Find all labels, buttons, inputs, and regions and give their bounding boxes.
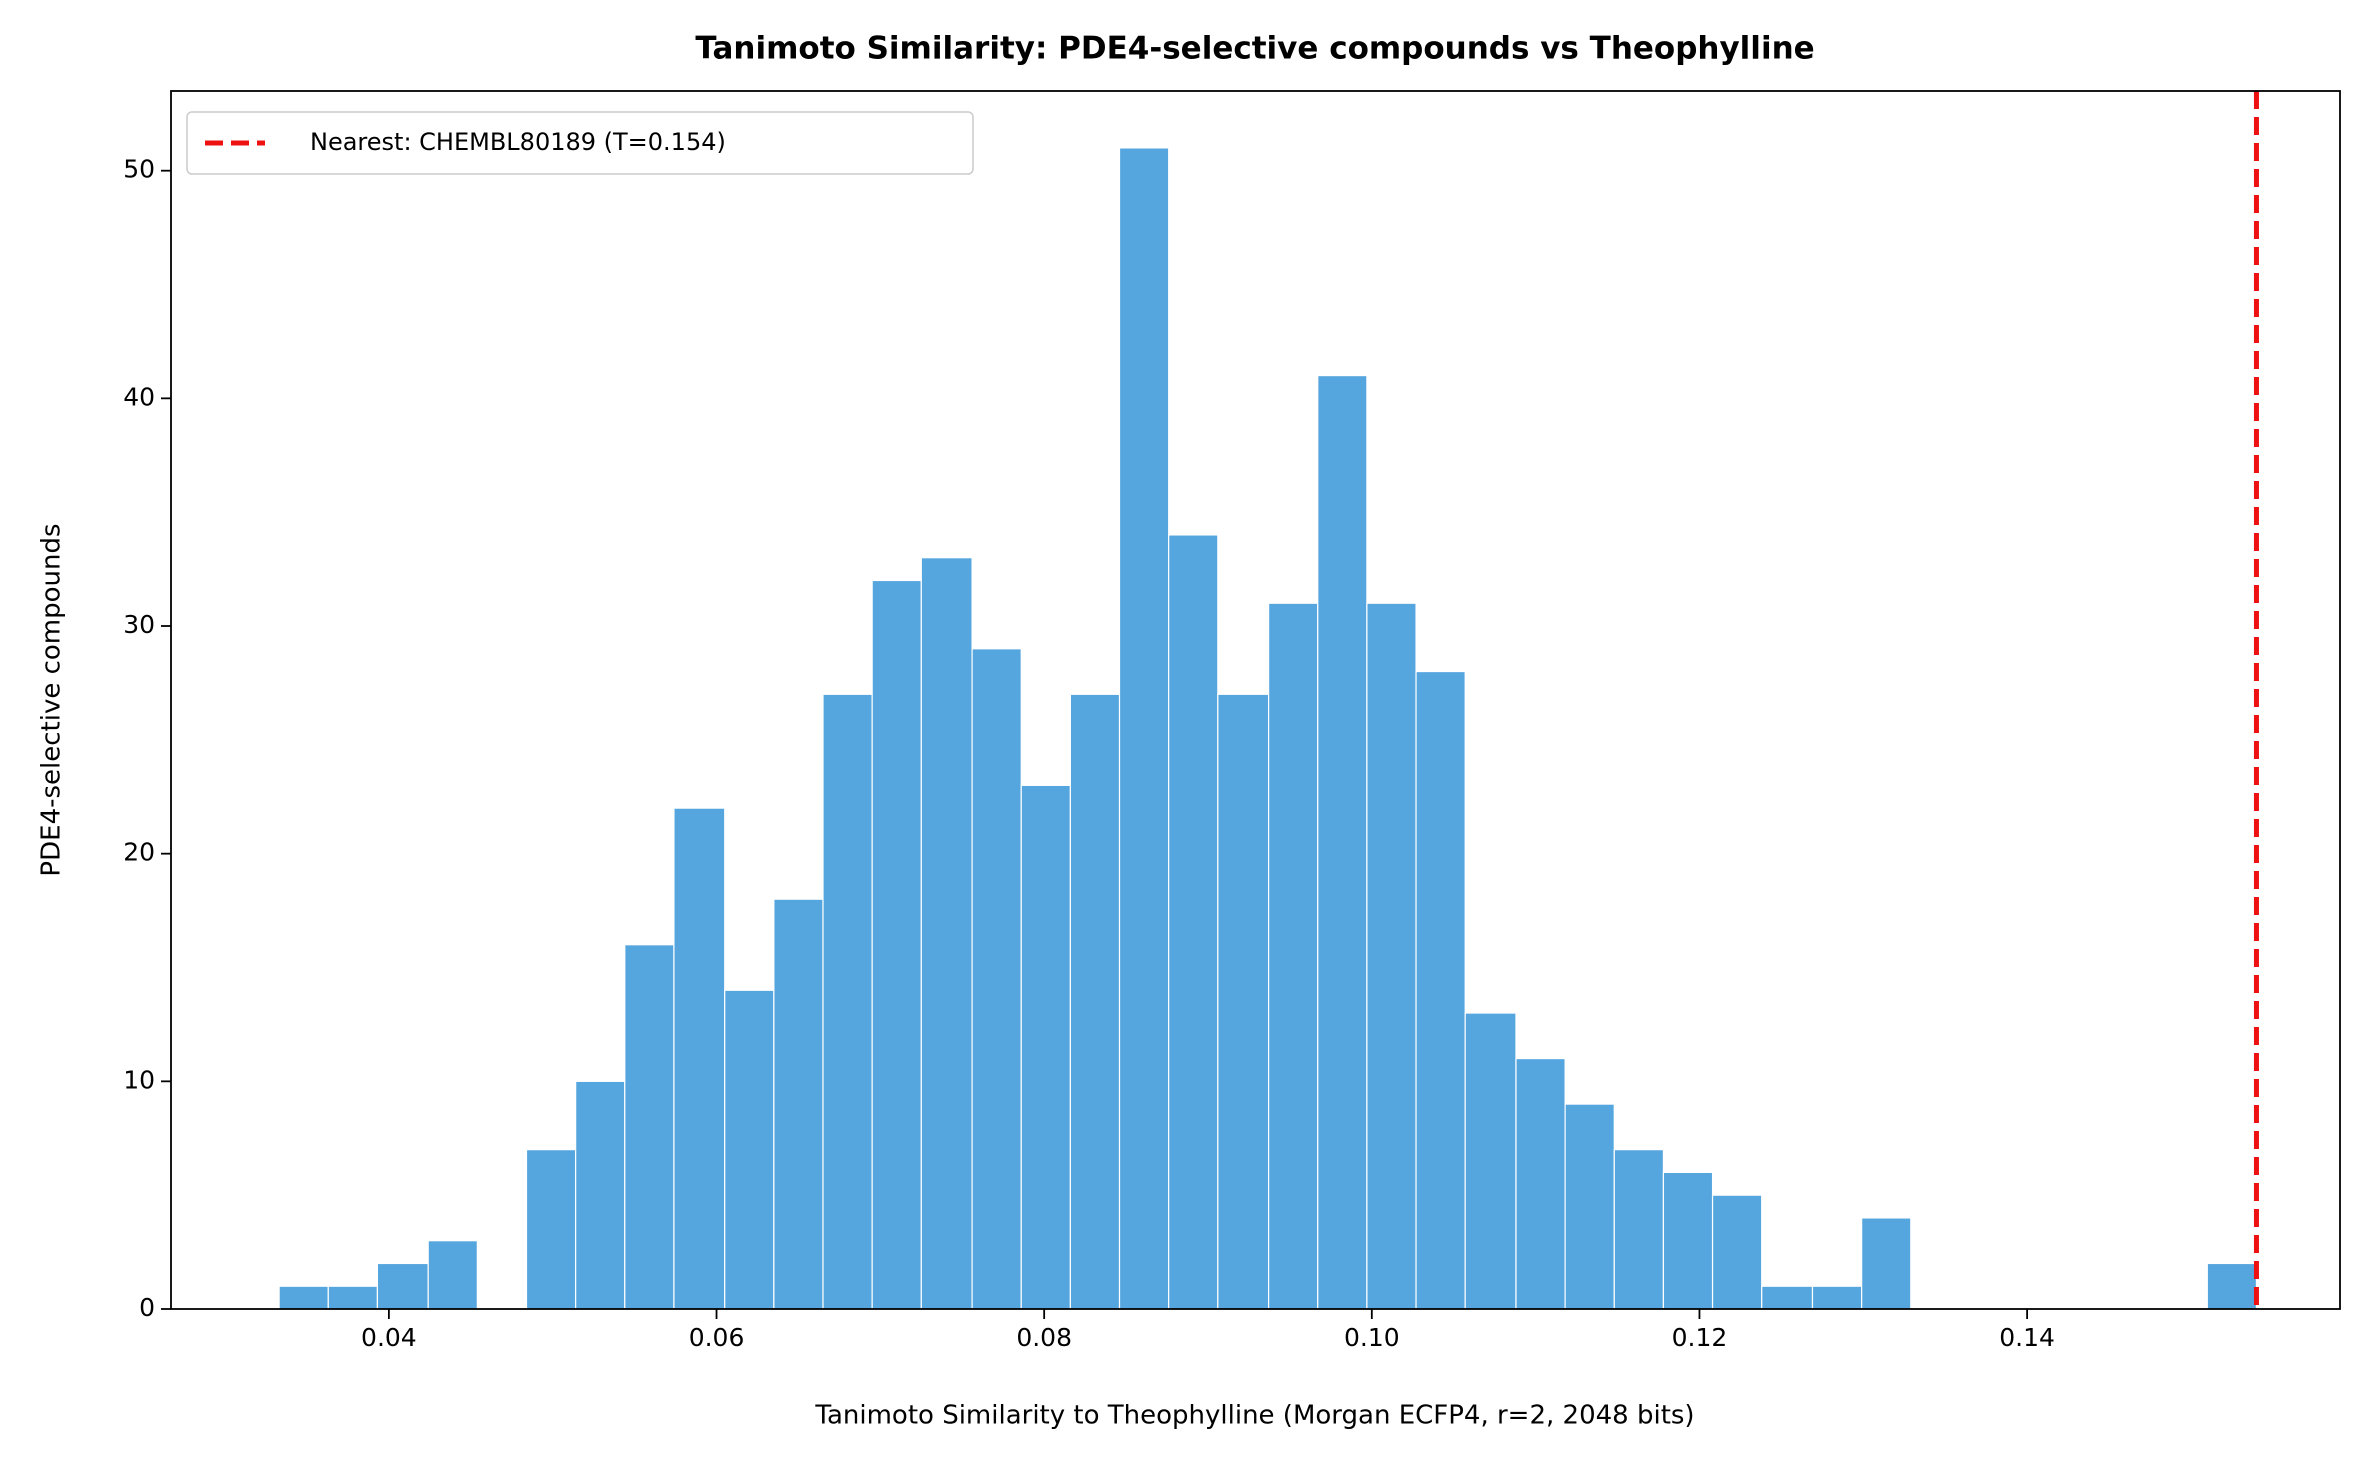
bar <box>1515 1057 1566 1310</box>
y-tick-label: 10 <box>123 1065 155 1094</box>
bar <box>871 579 922 1310</box>
bar <box>822 693 873 1310</box>
bar <box>724 989 775 1310</box>
bar <box>673 807 726 1310</box>
bar <box>1268 602 1319 1310</box>
y-tick-label: 50 <box>123 155 155 184</box>
bar <box>1168 534 1219 1310</box>
bar <box>1613 1149 1665 1310</box>
bar <box>1564 1103 1615 1310</box>
bar <box>1217 693 1270 1310</box>
plot-frame <box>170 90 2341 1310</box>
legend-box <box>186 111 974 175</box>
chart-title: Tanimoto Similarity: PDE4-selective comp… <box>695 31 1814 67</box>
x-tick-label: 0.12 <box>1672 1323 1728 1352</box>
y-tick-label: 30 <box>123 610 155 639</box>
y-axis-label: PDE4-selective compounds <box>37 523 67 876</box>
bar <box>327 1285 379 1310</box>
bar <box>278 1285 329 1310</box>
x-axis-label: Tanimoto Similarity to Theophylline (Mor… <box>814 1401 1694 1431</box>
x-tick-label: 0.08 <box>1016 1323 1072 1352</box>
bar <box>2206 1262 2258 1310</box>
y-tick-label: 20 <box>123 838 155 867</box>
bar <box>1861 1217 1912 1310</box>
bar <box>1118 147 1170 1310</box>
bar <box>1761 1285 1814 1310</box>
bar <box>920 557 973 1310</box>
y-tick-label: 40 <box>123 382 155 411</box>
legend-label: Nearest: CHEMBL80189 (T=0.154) <box>310 128 726 156</box>
bar <box>427 1240 478 1310</box>
bar <box>1020 784 1071 1310</box>
bar <box>1811 1285 1863 1310</box>
bar <box>525 1149 577 1310</box>
x-tick-label: 0.06 <box>689 1323 745 1352</box>
x-tick-label: 0.10 <box>1344 1323 1400 1352</box>
bar <box>575 1080 626 1310</box>
x-tick-label: 0.14 <box>1999 1323 2055 1352</box>
y-tick-label: 0 <box>139 1293 155 1322</box>
bar <box>773 898 824 1310</box>
bar <box>971 648 1022 1310</box>
bar <box>1366 602 1417 1310</box>
bar <box>1069 693 1121 1310</box>
bar <box>1464 1012 1517 1310</box>
bar <box>1662 1171 1714 1310</box>
bar <box>376 1262 429 1310</box>
bar <box>1711 1194 1763 1310</box>
bar <box>1415 670 1466 1310</box>
x-tick-label: 0.04 <box>361 1323 417 1352</box>
bar <box>624 944 675 1310</box>
bar <box>1317 374 1368 1310</box>
